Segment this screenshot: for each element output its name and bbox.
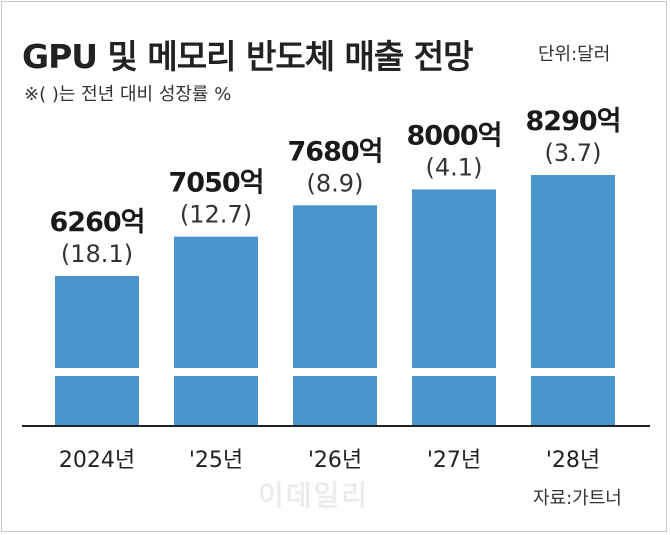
chart-title: GPU 및 메모리 반도체 매출 전망 xyxy=(22,37,473,76)
watermark-logo: 이데일리 xyxy=(258,479,370,512)
bar xyxy=(531,175,615,425)
axis-break xyxy=(292,368,378,376)
value-label: 7680억 xyxy=(288,136,383,167)
growth-label: (8.9) xyxy=(307,169,364,197)
bar xyxy=(412,189,496,425)
category-label: '28년 xyxy=(546,448,600,473)
value-label: 7050억 xyxy=(169,168,264,199)
value-label: 8000억 xyxy=(407,120,502,151)
growth-label: (3.7) xyxy=(545,139,602,167)
unit-label: 단위:달러 xyxy=(538,44,611,65)
category-label: '26년 xyxy=(308,448,362,473)
category-label: '27년 xyxy=(427,448,481,473)
axis-break xyxy=(173,368,259,376)
bar xyxy=(55,276,139,425)
growth-note: ※( )는 전년 대비 성장률 % xyxy=(24,84,232,105)
bar xyxy=(293,205,377,425)
growth-label: (12.7) xyxy=(180,201,252,229)
growth-label: (18.1) xyxy=(61,240,133,268)
value-label: 6260억 xyxy=(50,207,145,238)
axis-break xyxy=(54,368,140,376)
axis-break xyxy=(530,368,616,376)
category-label: '25년 xyxy=(189,448,243,473)
value-label: 8290억 xyxy=(526,106,621,137)
bar xyxy=(174,236,258,425)
axis-break xyxy=(411,368,497,376)
category-label: 2024년 xyxy=(59,448,135,473)
growth-label: (4.1) xyxy=(426,153,483,181)
source-label: 자료:가트너 xyxy=(533,488,622,509)
